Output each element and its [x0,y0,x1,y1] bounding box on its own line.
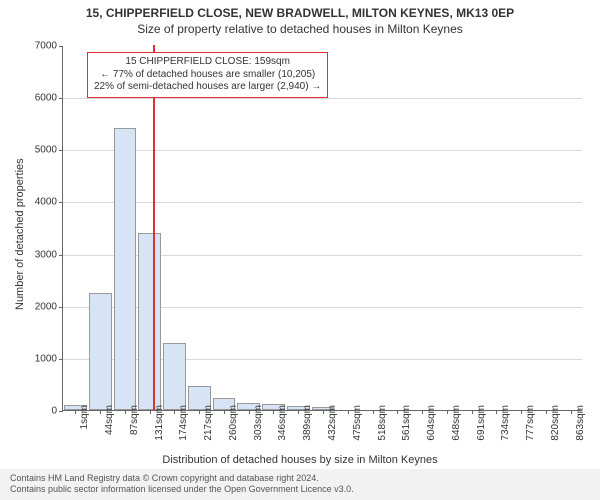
xtick-label: 303sqm [253,405,264,441]
ytick-label: 5000 [23,145,57,156]
xtick-mark [546,410,547,414]
footer-line-1: Contains HM Land Registry data © Crown c… [10,473,590,484]
ytick-label: 4000 [23,197,57,208]
ytick-mark [59,98,63,99]
ytick-mark [59,46,63,47]
xtick-label: 217sqm [203,405,214,441]
ytick-label: 6000 [23,93,57,104]
gridline [63,98,582,99]
annotation-line-3: 22% of semi-detached houses are larger (… [94,81,321,94]
xtick-mark [422,410,423,414]
xtick-label: 174sqm [178,405,189,441]
xtick-mark [496,410,497,414]
xtick-label: 604sqm [426,405,437,441]
ytick-label: 2000 [23,301,57,312]
xtick-mark [249,410,250,414]
xtick-mark [348,410,349,414]
xtick-label: 260sqm [228,405,239,441]
xtick-label: 561sqm [401,405,412,441]
xtick-mark [199,410,200,414]
xtick-mark [174,410,175,414]
xtick-mark [397,410,398,414]
xtick-mark [224,410,225,414]
xtick-mark [323,410,324,414]
chart-frame: 15, CHIPPERFIELD CLOSE, NEW BRADWELL, MI… [0,0,600,500]
xtick-mark [373,410,374,414]
xtick-label: 777sqm [525,405,536,441]
xtick-label: 131sqm [154,405,165,441]
xtick-label: 518sqm [377,405,388,441]
gridline [63,202,582,203]
ytick-label: 7000 [23,41,57,52]
ytick-mark [59,255,63,256]
ytick-label: 0 [23,406,57,417]
xtick-label: 475sqm [352,405,363,441]
xtick-mark [298,410,299,414]
footer: Contains HM Land Registry data © Crown c… [0,469,600,500]
xtick-mark [125,410,126,414]
histogram-bar [163,343,186,410]
xtick-label: 734sqm [500,405,511,441]
xtick-mark [472,410,473,414]
xtick-mark [75,410,76,414]
ytick-label: 1000 [23,353,57,364]
gridline [63,150,582,151]
plot-area: 010002000300040005000600070001sqm44sqm87… [62,46,582,411]
annotation-line-1: 15 CHIPPERFIELD CLOSE: 159sqm [94,56,321,69]
y-axis-label: Number of detached properties [14,158,26,310]
histogram-bar [138,233,161,410]
xtick-mark [100,410,101,414]
histogram-bar [89,293,112,410]
ytick-mark [59,307,63,308]
xtick-mark [273,410,274,414]
property-marker-line [153,45,155,410]
xtick-label: 432sqm [327,405,338,441]
annotation-line-2: ← 77% of detached houses are smaller (10… [94,69,321,82]
ytick-mark [59,359,63,360]
x-axis-label: Distribution of detached houses by size … [0,454,600,466]
page-subtitle: Size of property relative to detached ho… [0,20,600,36]
annotation-box: 15 CHIPPERFIELD CLOSE: 159sqm← 77% of de… [87,52,328,98]
xtick-mark [571,410,572,414]
xtick-label: 346sqm [277,405,288,441]
footer-line-2: Contains public sector information licen… [10,484,590,495]
xtick-mark [521,410,522,414]
xtick-label: 863sqm [575,405,586,441]
ytick-mark [59,202,63,203]
xtick-label: 648sqm [451,405,462,441]
xtick-label: 389sqm [302,405,313,441]
page-title: 15, CHIPPERFIELD CLOSE, NEW BRADWELL, MI… [0,0,600,20]
xtick-mark [447,410,448,414]
ytick-label: 3000 [23,249,57,260]
xtick-label: 691sqm [476,405,487,441]
histogram-bar [114,128,137,410]
xtick-mark [150,410,151,414]
xtick-label: 820sqm [550,405,561,441]
ytick-mark [59,150,63,151]
ytick-mark [59,411,63,412]
